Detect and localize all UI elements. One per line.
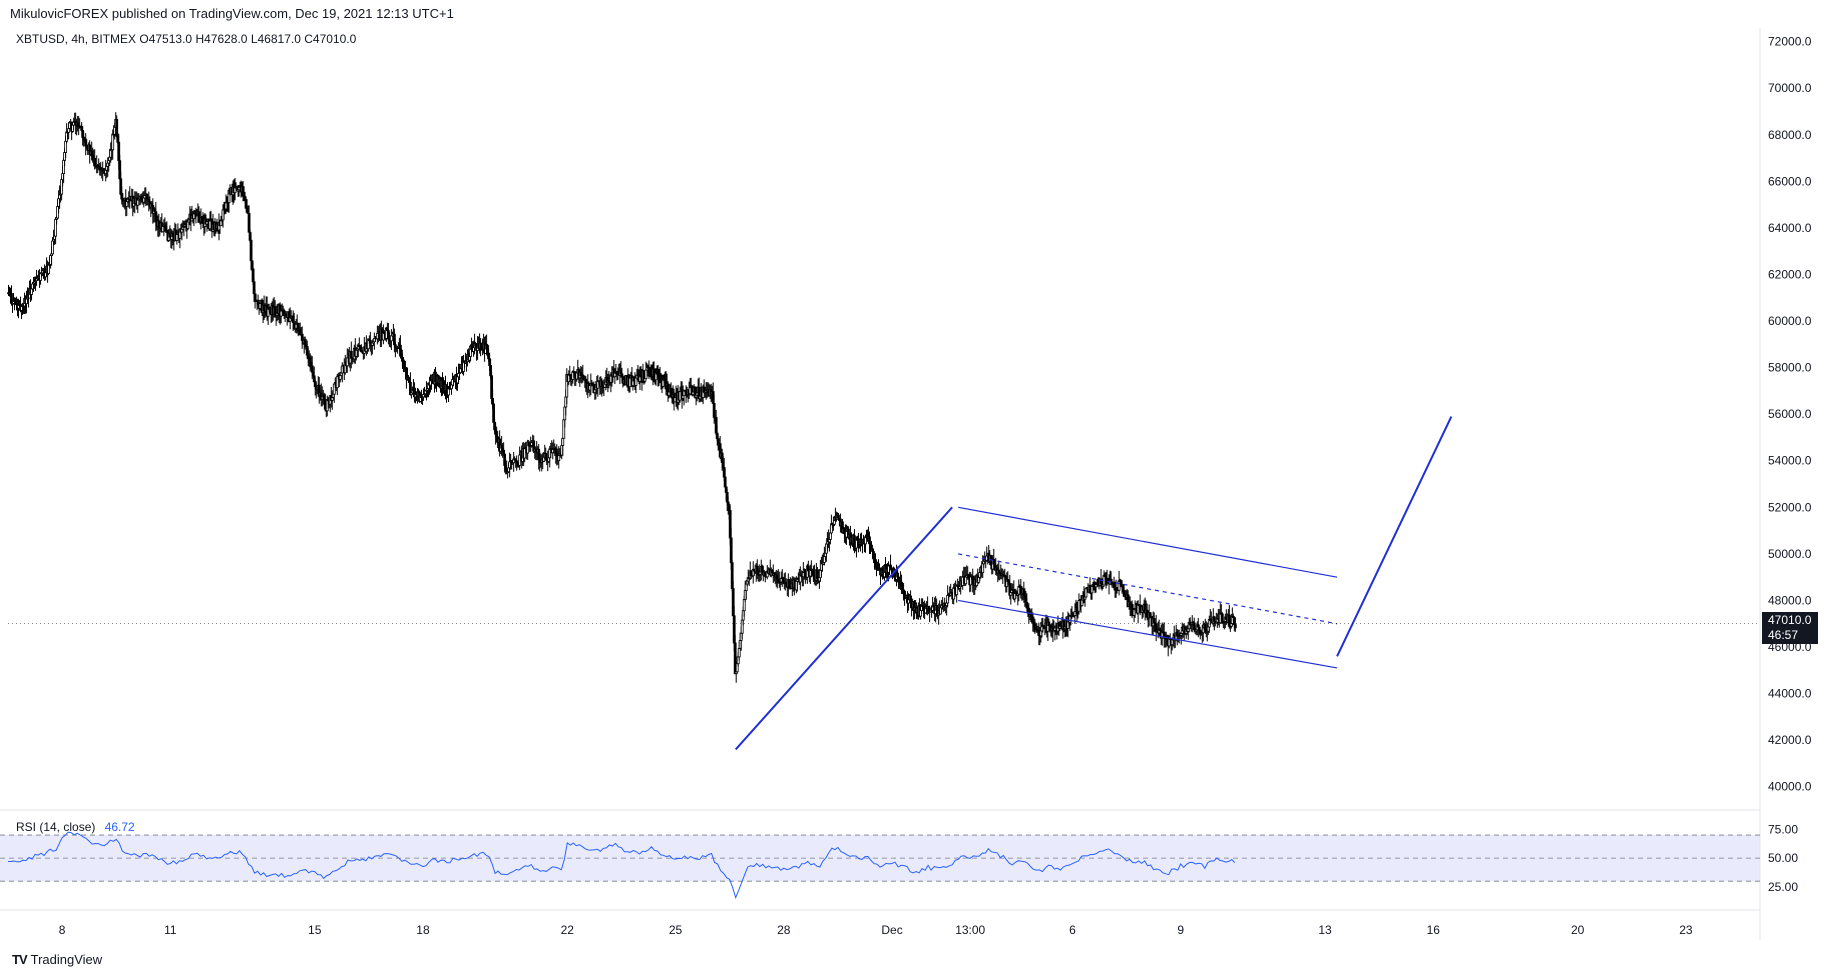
candle-body [1197, 626, 1201, 631]
ohlc-close: C47010.0 [304, 32, 357, 46]
price-tick-label: 50000.0 [1768, 547, 1812, 561]
candle-body [249, 239, 253, 262]
projection-trendline [1336, 416, 1453, 657]
brand-name: TradingView [30, 952, 103, 967]
candle-body [737, 647, 741, 658]
price-tick-label: 68000.0 [1768, 128, 1812, 142]
price-tick-label: 62000.0 [1768, 267, 1812, 281]
candle-body [868, 536, 871, 545]
rsi-line [8, 831, 1236, 900]
candle-body [723, 476, 727, 488]
ohlc-open: O47513.0 [139, 32, 193, 46]
time-tick-label: 22 [561, 923, 575, 937]
time-tick-label: 6 [1069, 923, 1076, 937]
price-tick-label: 58000.0 [1768, 361, 1812, 375]
ohlc-high: H47628.0 [195, 32, 248, 46]
price-tick-label: 44000.0 [1768, 687, 1812, 701]
time-tick-label: 11 [164, 923, 177, 937]
rsi-tick-label: 50.00 [1768, 851, 1798, 865]
price-tick-label: 52000.0 [1768, 500, 1812, 514]
time-tick-label: 9 [1177, 923, 1184, 937]
time-tick-label: 25 [669, 923, 683, 937]
candle-body [1220, 613, 1224, 623]
rsi-value: 46.72 [104, 820, 135, 834]
time-tick-label: 16 [1427, 923, 1441, 937]
time-tick-label: 18 [416, 923, 430, 937]
channel-lower-line [958, 599, 1338, 669]
tradingview-logo-icon: TV [12, 952, 28, 967]
symbol-label: XBTUSD, 4h, BITMEX [16, 32, 137, 46]
rsi-legend[interactable]: RSI (14, close) 46.72 [16, 820, 135, 834]
price-tick-label: 60000.0 [1768, 314, 1812, 328]
footer-brand[interactable]: TV TradingView [12, 952, 102, 967]
time-tick-label: 15 [308, 923, 322, 937]
rsi-label: RSI (14, close) [16, 820, 96, 834]
price-tick-label: 66000.0 [1768, 174, 1812, 188]
ohlc-low: L46817.0 [250, 32, 301, 46]
last-price: 47010.0 [1768, 613, 1812, 627]
candle-body [1047, 621, 1051, 627]
price-tick-label: 40000.0 [1768, 780, 1812, 794]
time-tick-label: 20 [1571, 923, 1585, 937]
price-tick-label: 42000.0 [1768, 733, 1812, 747]
bar-countdown: 46:57 [1768, 628, 1799, 642]
candle-body [561, 437, 565, 446]
price-tick-label: 54000.0 [1768, 454, 1812, 468]
candle-body [935, 604, 939, 611]
price-tick-label: 56000.0 [1768, 407, 1812, 421]
price-tick-label: 72000.0 [1768, 35, 1812, 49]
time-tick-label: 13 [1318, 923, 1332, 937]
impulse-trendline [734, 506, 953, 751]
last-price-tag: 47010.0 46:57 [1762, 612, 1818, 644]
candle-body [93, 157, 97, 167]
candle-body [729, 537, 733, 564]
rsi-tick-label: 25.00 [1768, 880, 1798, 894]
symbol-legend[interactable]: XBTUSD, 4h, BITMEX O47513.0 H47628.0 L46… [16, 32, 356, 46]
time-tick-label: 8 [59, 923, 66, 937]
candle-body [1212, 616, 1216, 622]
price-tick-label: 70000.0 [1768, 81, 1812, 95]
publisher-header: MikulovicFOREX published on TradingView.… [0, 0, 1834, 28]
time-tick-label: Dec [881, 923, 902, 937]
price-tick-label: 48000.0 [1768, 593, 1812, 607]
channel-mid-line [958, 553, 1338, 625]
time-tick-label: 28 [777, 923, 791, 937]
time-tick-label: 23 [1679, 923, 1693, 937]
candle-body [1233, 624, 1237, 629]
rsi-tick-label: 75.00 [1768, 822, 1798, 836]
candle-body [544, 452, 548, 460]
price-tick-label: 64000.0 [1768, 221, 1812, 235]
candle-body [964, 576, 968, 585]
publisher-line: MikulovicFOREX published on TradingView.… [10, 6, 454, 21]
candle-body [837, 514, 840, 519]
candle-body [67, 128, 71, 133]
channel-upper-line [958, 506, 1338, 578]
time-tick-label: 13:00 [955, 923, 985, 937]
